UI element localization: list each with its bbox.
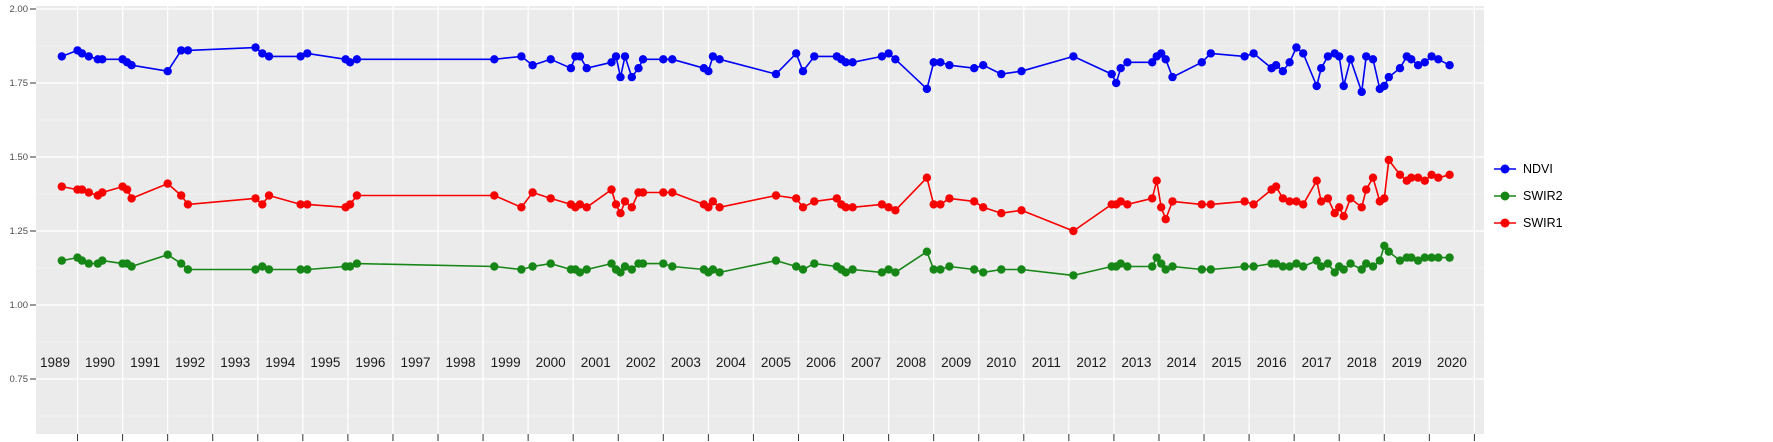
- legend-key-ndvi-icon: [1492, 161, 1518, 177]
- svg-text:2017: 2017: [1302, 355, 1332, 370]
- legend: NDVI SWIR2 SWIR1: [1492, 160, 1563, 231]
- legend-label-swir1: SWIR1: [1523, 215, 1563, 230]
- svg-text:2012: 2012: [1076, 355, 1106, 370]
- svg-text:2015: 2015: [1212, 355, 1242, 370]
- svg-text:2010: 2010: [986, 355, 1016, 370]
- svg-text:1989: 1989: [40, 355, 70, 370]
- legend-item-swir2: SWIR2: [1492, 187, 1563, 204]
- svg-text:2000: 2000: [536, 355, 566, 370]
- svg-text:2002: 2002: [626, 355, 656, 370]
- svg-text:1991: 1991: [130, 355, 160, 370]
- svg-text:2005: 2005: [761, 355, 791, 370]
- svg-text:1995: 1995: [310, 355, 340, 370]
- svg-text:1999: 1999: [491, 355, 521, 370]
- svg-text:2019: 2019: [1392, 355, 1422, 370]
- svg-text:2018: 2018: [1347, 355, 1377, 370]
- svg-text:1.75: 1.75: [10, 78, 29, 89]
- svg-text:2004: 2004: [716, 355, 747, 370]
- svg-text:2008: 2008: [896, 355, 926, 370]
- svg-text:2.00: 2.00: [10, 4, 29, 15]
- svg-text:1997: 1997: [400, 355, 430, 370]
- svg-text:2001: 2001: [581, 355, 611, 370]
- svg-text:1.50: 1.50: [10, 152, 29, 163]
- legend-key-swir1-icon: [1492, 215, 1518, 231]
- legend-item-swir1: SWIR1: [1492, 214, 1563, 231]
- svg-text:2013: 2013: [1121, 355, 1151, 370]
- legend-item-ndvi: NDVI: [1492, 160, 1563, 177]
- svg-text:1993: 1993: [220, 355, 250, 370]
- svg-text:2006: 2006: [806, 355, 836, 370]
- svg-text:0.75: 0.75: [10, 374, 29, 385]
- svg-text:1.25: 1.25: [10, 226, 29, 237]
- svg-text:1.00: 1.00: [10, 300, 29, 311]
- svg-text:1998: 1998: [446, 355, 476, 370]
- svg-text:2014: 2014: [1166, 355, 1197, 370]
- svg-text:2003: 2003: [671, 355, 701, 370]
- svg-text:1990: 1990: [85, 355, 115, 370]
- legend-key-swir2-icon: [1492, 188, 1518, 204]
- legend-label-swir2: SWIR2: [1523, 188, 1563, 203]
- legend-label-ndvi: NDVI: [1523, 161, 1553, 176]
- svg-text:1996: 1996: [355, 355, 385, 370]
- svg-text:2007: 2007: [851, 355, 881, 370]
- svg-text:2016: 2016: [1257, 355, 1287, 370]
- svg-text:1992: 1992: [175, 355, 205, 370]
- svg-text:1994: 1994: [265, 355, 296, 370]
- svg-text:2011: 2011: [1032, 355, 1061, 370]
- svg-text:2009: 2009: [941, 355, 971, 370]
- svg-text:2020: 2020: [1437, 355, 1467, 370]
